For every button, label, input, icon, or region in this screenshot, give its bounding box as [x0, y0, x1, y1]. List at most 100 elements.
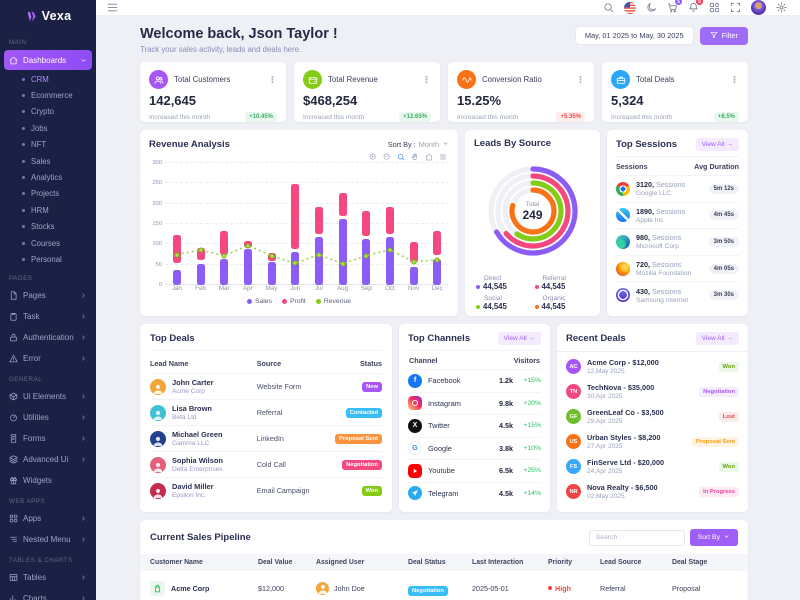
stat-title: Conversion Ratio: [482, 75, 542, 84]
wallet-icon: [303, 70, 322, 89]
sidebar-item-advanced-ui[interactable]: Advanced Ui: [4, 450, 92, 470]
sidebar-item-tables[interactable]: Tables: [4, 568, 92, 588]
cart-icon[interactable]: 5: [667, 0, 682, 13]
card-menu-dots-icon[interactable]: [268, 75, 277, 84]
recent-deal-greenleaf-co-3-500[interactable]: GF GreenLeaf Co - $3,500 29,Apr 2025 Los…: [566, 404, 739, 429]
sidebar-subitem-nft[interactable]: NFT: [0, 137, 96, 153]
pipeline-header-row: Customer Name Deal Value Assigned User Deal…: [140, 554, 748, 571]
channel-row-twitter[interactable]: X Twitter 4.5k +15%: [408, 414, 541, 437]
hamburger-menu-icon[interactable]: [106, 1, 119, 14]
sidebar-subitem-ecommerce[interactable]: Ecommerce: [0, 87, 96, 103]
sidebar-subitem-jobs[interactable]: Jobs: [0, 120, 96, 136]
card-menu-dots-icon[interactable]: [576, 75, 585, 84]
sidebar-subitem-sales[interactable]: Sales: [0, 153, 96, 169]
col-source: Source: [256, 359, 282, 368]
leads-legend: Direct 44,545 Referral 44,545 Social 44,…: [474, 273, 591, 311]
pipeline-row-acme-corp[interactable]: Acme Corp $12,000 John Doe Negotiation 2…: [150, 571, 738, 600]
sidebar-item-widgets[interactable]: Widgets: [4, 471, 92, 491]
channel-row-youtube[interactable]: Youtube 6.5k +25%: [408, 459, 541, 482]
sidebar-item-apps[interactable]: Apps: [4, 509, 92, 529]
dark-mode-moon-icon[interactable]: [646, 2, 657, 13]
legend-sales[interactable]: Sales: [246, 298, 272, 305]
session-row-apple-inc[interactable]: 1890, Sessions Apple Inc 4m 45s: [616, 201, 739, 229]
legend-revenue[interactable]: Revenue: [315, 298, 351, 305]
selection-zoom-icon[interactable]: [397, 153, 405, 161]
sidebar-item-forms[interactable]: Forms: [4, 429, 92, 449]
sidebar-section-tables-charts: TABLES & CHARTS: [9, 556, 73, 564]
person-avatar: [150, 482, 166, 499]
zoom-out-icon[interactable]: [383, 153, 391, 161]
home-icon: [425, 153, 433, 161]
sidebar-subitem-crm[interactable]: CRM: [0, 71, 96, 87]
deal-row-david-miller[interactable]: David Miller Epsilon Inc. Email Campaign…: [150, 477, 382, 503]
deal-row-john-carter[interactable]: John Carter Acme Corp Website Form New: [150, 373, 382, 399]
sidebar-item-nested-menu[interactable]: Nested Menu: [4, 530, 92, 550]
channel-row-google[interactable]: G Google 3.8k +10%: [408, 436, 541, 460]
sidebar-subitem-hrm[interactable]: HRM: [0, 202, 96, 218]
company-avatar: FS: [566, 459, 581, 474]
pan-hand-icon[interactable]: [411, 153, 419, 161]
top-deals-card: Top Deals Lead Name Source Status John C…: [140, 324, 392, 512]
sidebar-item-charts[interactable]: Charts: [4, 589, 92, 600]
sidebar-item-authentication[interactable]: Authentication: [4, 328, 92, 348]
revenue-chart-plot[interactable]: [165, 162, 449, 285]
leads-radial-chart[interactable]: Total 249: [474, 161, 591, 261]
sidebar-subitem-courses[interactable]: Courses: [0, 235, 96, 251]
sidebar-subitem-projects[interactable]: Projects: [0, 186, 96, 202]
sidebar-item-pages[interactable]: Pages: [4, 286, 92, 306]
deal-row-michael-green[interactable]: Michael Green Gamma LLC LinkedIn Proposa…: [150, 425, 382, 451]
revenue-sortby-dropdown[interactable]: Sort By : Month: [388, 140, 449, 149]
fullscreen-icon[interactable]: [730, 2, 741, 13]
zoom-in-icon[interactable]: [369, 153, 377, 161]
sidebar-item-task[interactable]: Task: [4, 307, 92, 327]
sidebar-subitem-crypto[interactable]: Crypto: [0, 104, 96, 120]
language-flag-icon[interactable]: [624, 1, 636, 14]
user-avatar[interactable]: [751, 0, 766, 15]
deal-row-lisa-brown[interactable]: Lisa Brown Beta Ltd Referral Contacted: [150, 399, 382, 425]
sidebar-subitem-personal[interactable]: Personal: [0, 251, 96, 267]
sales-bar: [433, 258, 442, 285]
chevron-right-icon: [82, 457, 85, 462]
chart-legend: Sales Profit Revenue: [149, 295, 449, 307]
chart-menu-icon[interactable]: [439, 153, 447, 161]
recent-deal-acme-corp-12-000[interactable]: AC Acme Corp - $12,000 12,May 2025 Won: [566, 354, 739, 379]
session-row-samsung-internet[interactable]: 430, Sessions Samsung Internet 3m 30s: [616, 281, 739, 308]
session-row-mozilla-foundation[interactable]: 720, Sessions Mozilla Foundation 4m 05s: [616, 254, 739, 282]
sidebar-subitem-analytics[interactable]: Analytics: [0, 169, 96, 185]
channel-row-facebook[interactable]: f Facebook 1.2k +15%: [408, 369, 541, 392]
revenue-marker: [387, 247, 393, 253]
date-range-picker[interactable]: May, 01 2025 to May, 30 2025: [574, 26, 694, 45]
apps-grid-icon[interactable]: [709, 2, 720, 13]
filter-button[interactable]: Filter: [699, 26, 748, 45]
recent-deal-finserve-ltd-20-000[interactable]: FS FinServe Ltd - $20,000 24,Apr 2025 Wo…: [566, 454, 739, 479]
sidebar-item-utilities[interactable]: Utilities: [4, 408, 92, 428]
sidebar-item-dashboards[interactable]: Dashboards: [4, 50, 92, 70]
notifications-bell-icon[interactable]: 5: [688, 0, 703, 13]
recent-deal-technova-35-000[interactable]: TN TechNova - $35,000 30,Apr 2025 Negoti…: [566, 379, 739, 404]
session-row-microsoft-corp[interactable]: 980, Sessions Microsoft Corp 3m 50s: [616, 228, 739, 255]
pipeline-search-input[interactable]: [588, 529, 685, 546]
card-menu-dots-icon[interactable]: [422, 75, 431, 84]
sidebar-item-error[interactable]: Error: [4, 349, 92, 369]
reset-home-icon[interactable]: [425, 153, 433, 161]
recent-deal-urban-styles-8-200[interactable]: US Urban Styles - $8,200 27,Apr 2025 Pro…: [566, 429, 739, 454]
pipeline-sortby-button[interactable]: Sort By: [689, 529, 738, 546]
recent-deal-nova-realty-6-500[interactable]: NR Nova Realty - $6,500 02,May 2025 In P…: [566, 479, 739, 504]
settings-gear-icon[interactable]: [776, 2, 787, 13]
deal-row-sophia-wilson[interactable]: Sophia Wilson Delta Enterprises Cold Cal…: [150, 451, 382, 477]
sessions-view-all-button[interactable]: View All →: [695, 138, 739, 151]
brand-logo[interactable]: Vexa: [0, 0, 96, 32]
card-menu-dots-icon[interactable]: [730, 75, 739, 84]
channel-row-telegram[interactable]: Telegram 4.5k +14%: [408, 481, 541, 505]
content: Welcome back, Json Taylor ! Track your s…: [96, 16, 800, 600]
person-avatar: [150, 404, 166, 421]
channel-row-instagram[interactable]: Instagram 9.8k +20%: [408, 391, 541, 415]
session-row-google-llc[interactable]: 3120, Sessions Google LLC 5m 12s: [616, 175, 739, 202]
search-icon[interactable]: [603, 2, 614, 13]
channels-view-all-button[interactable]: View All →: [497, 332, 541, 345]
telegram-icon: [408, 486, 422, 501]
legend-profit[interactable]: Profit: [281, 298, 306, 305]
sidebar-subitem-stocks[interactable]: Stocks: [0, 219, 96, 235]
recent-view-all-button[interactable]: View All →: [695, 332, 739, 345]
sidebar-item-ui-elements[interactable]: Ui Elements: [4, 387, 92, 407]
